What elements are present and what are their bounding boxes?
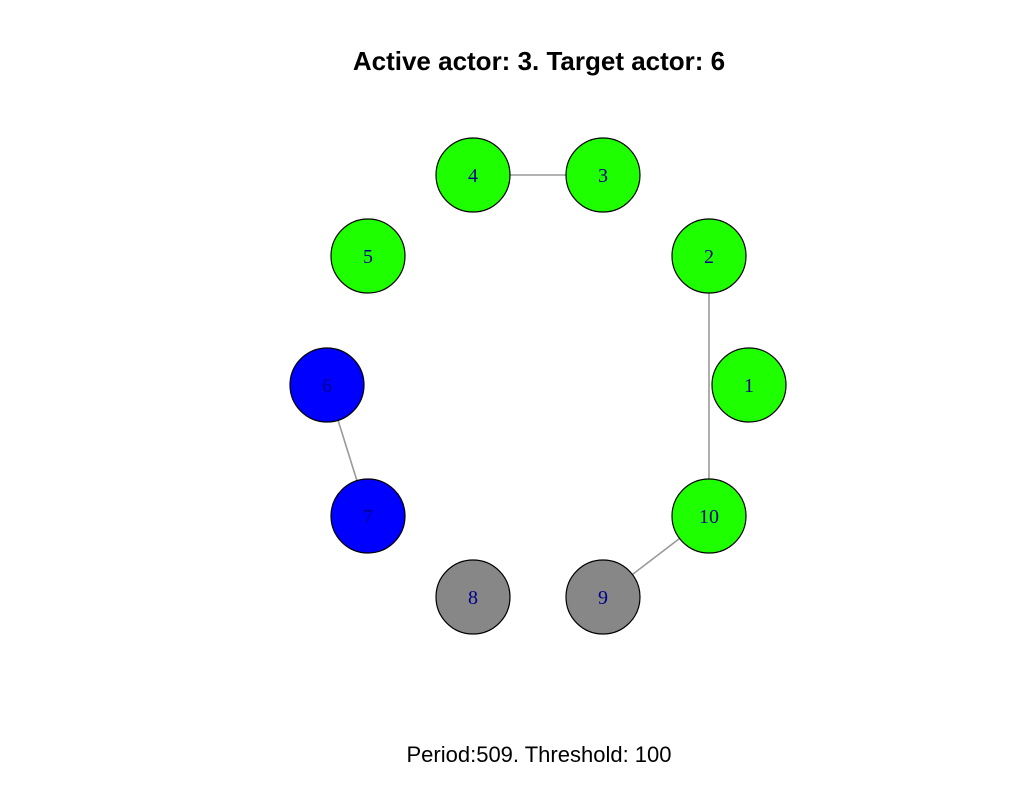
- graph-title: Active actor: 3. Target actor: 6: [353, 46, 725, 76]
- node-10: 10: [671, 478, 747, 554]
- node-2: 2: [671, 218, 747, 294]
- node-label: 6: [322, 375, 332, 397]
- node-5: 5: [330, 218, 406, 294]
- node-label: 2: [704, 246, 714, 268]
- node-label: 1: [744, 375, 754, 397]
- node-circle: [435, 137, 511, 213]
- node-1: 1: [711, 347, 787, 423]
- node-circle: [711, 347, 787, 423]
- node-4: 4: [435, 137, 511, 213]
- node-label: 7: [363, 506, 373, 528]
- node-label: 5: [363, 246, 373, 268]
- node-8: 8: [435, 559, 511, 635]
- node-label: 9: [598, 587, 608, 609]
- node-circle: [435, 559, 511, 635]
- node-9: 9: [565, 559, 641, 635]
- node-circle: [330, 478, 406, 554]
- node-label: 4: [468, 165, 478, 187]
- nodes-layer: 1 2 3 4 5 6 7 8 9 10: [289, 137, 787, 635]
- node-circle: [671, 218, 747, 294]
- node-circle: [671, 478, 747, 554]
- node-label: 10: [699, 506, 719, 528]
- node-label: 3: [598, 165, 608, 187]
- node-7: 7: [330, 478, 406, 554]
- node-circle: [565, 559, 641, 635]
- node-3: 3: [565, 137, 641, 213]
- node-circle: [565, 137, 641, 213]
- node-circle: [289, 347, 365, 423]
- node-6: 6: [289, 347, 365, 423]
- node-circle: [330, 218, 406, 294]
- node-label: 8: [468, 587, 478, 609]
- period-threshold-caption: Period:509. Threshold: 100: [407, 742, 672, 767]
